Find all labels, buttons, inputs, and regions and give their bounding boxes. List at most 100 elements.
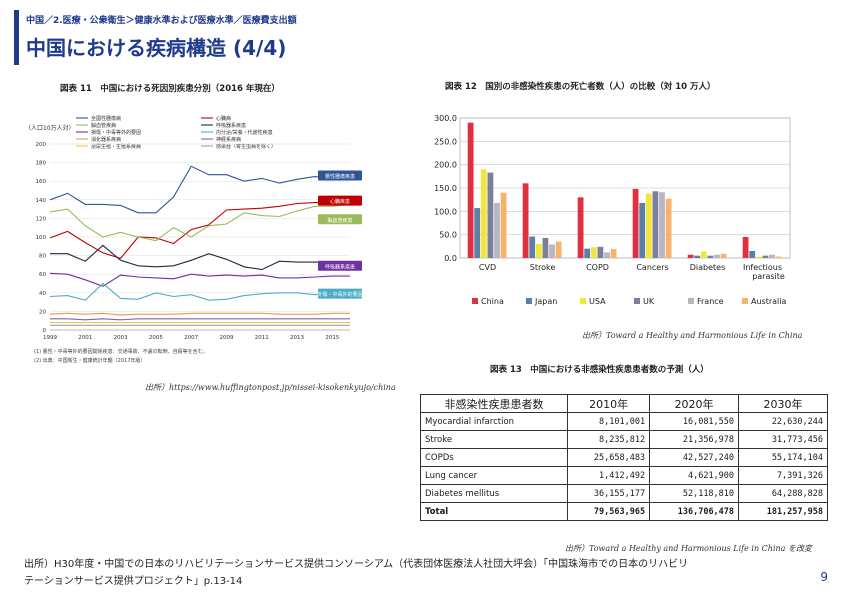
row-value-2030: 7,391,326 (738, 466, 828, 485)
figure11-y-tick-label: 80 (39, 254, 46, 260)
figure12-bar (707, 255, 714, 258)
title-accent-bar (14, 10, 19, 65)
figure12-bar (639, 202, 646, 258)
row-value-2010: 25,658,483 (567, 448, 651, 467)
figure11-legend-label: 神経系疾病 (216, 136, 241, 143)
row-label: Lung cancer (419, 466, 569, 485)
figure11-callout-label: 脳血管疾患 (327, 217, 352, 224)
figure11-callout-label: 呼吸器系疾患 (325, 263, 355, 270)
figure12-legend-swatch (742, 298, 748, 304)
figure12-category-label: COPD (586, 263, 609, 272)
figure12-category-label: Stroke (530, 263, 556, 272)
figure12-bar (632, 188, 639, 258)
figure12-y-tick-label: 50.0 (439, 231, 457, 240)
figure11-x-tick-label: 2011 (255, 335, 269, 341)
figure12-legend-swatch (472, 298, 478, 304)
figure11-callout-box (318, 195, 362, 206)
figure12-y-tick-label: 150.0 (434, 184, 457, 193)
figure11-y-tick-label: 200 (36, 142, 47, 148)
figure12-bars (467, 122, 782, 259)
figure11-series-line (49, 312, 350, 316)
figure12-legend-swatch (580, 298, 586, 304)
figure12-category-label: Cancers (636, 263, 668, 272)
figure12-legend-label: France (697, 297, 724, 306)
figure12-bar (535, 244, 542, 258)
figure12-category-label: Diabetes (690, 263, 726, 272)
figure11-legend-label: 損傷・中毒等外的要因 (91, 129, 141, 136)
row-value-2030: 64,288,828 (738, 484, 828, 503)
figure12-y-tick-label: 250.0 (434, 137, 457, 146)
table-row: Diabetes mellitus 36,155,177 52,118,810 … (419, 484, 828, 503)
figure12-bar (665, 198, 672, 258)
table-total-row: Total 79,563,965 136,706,478 181,257,958 (419, 502, 828, 521)
figure12-bar (604, 252, 610, 258)
figure12-axes: 0.0 50.0 100.0 150.0 200.0 250.0 300.0 CVD Strok… (434, 114, 791, 281)
figure11-series-line (49, 201, 351, 260)
figure12-legend-label: Australia (751, 297, 786, 306)
total-label: Total (419, 502, 569, 521)
figure11-legend-label: 泌尿生殖・生殖系疾病 (91, 143, 141, 150)
total-value-2010: 79,563,965 (567, 502, 651, 521)
figure11-note-2: (2) 出典：中国衛生・健康統計年鑑（2017年版） (34, 357, 145, 364)
figure11-series-line (50, 244, 351, 271)
row-label: COPDs (419, 448, 569, 467)
footer-citation: 出所）H30年度・中国での日本のリハビリテーションサービス提供コンソーシアム（代… (24, 556, 784, 590)
figure11-x-tick-label: 2007 (184, 335, 198, 341)
figure11-x-tick-label: 2015 (325, 335, 339, 341)
row-value-2030: 55,174,104 (738, 448, 828, 467)
figure11-series-line (49, 282, 351, 301)
figure11-series-line (49, 165, 351, 214)
figure12-bar (659, 192, 665, 258)
table-row: Lung cancer 1,412,492 4,621,900 7,391,32… (419, 466, 828, 485)
row-value-2030: 31,773,456 (738, 430, 828, 449)
figure11-source: 出所）https://www.huffingtonpost.jp/nissei-… (145, 383, 396, 392)
figure12-y-tick-label: 100.0 (434, 207, 457, 216)
figure11-callout-label: 外傷・中毒外的要因 (317, 291, 362, 298)
figure11-legend-label: 全國性腫瘍病 (91, 115, 121, 122)
row-value-2010: 36,155,177 (567, 484, 651, 503)
figure12-legend-swatch (634, 298, 640, 304)
figure11-series-line (50, 318, 350, 321)
figure12-bar (714, 254, 720, 258)
figure12-bar (694, 255, 701, 258)
row-value-2020: 21,356,978 (649, 430, 740, 449)
figure12-bar (775, 256, 782, 258)
row-value-2020: 4,621,900 (649, 466, 740, 485)
figure11-y-tick-label: 180 (36, 161, 47, 167)
figure12-legend-label: USA (589, 297, 606, 306)
table-row: Myocardial infarction 8,101,001 16,081,5… (419, 412, 828, 431)
total-value-2020: 136,706,478 (649, 502, 740, 521)
row-label: Myocardial infarction (419, 412, 569, 431)
breadcrumb: 中国／2.医療・公衆衛生＞健康水準および医療水準／医療費支出額 (26, 16, 297, 26)
figure12-bar (584, 248, 591, 258)
figure12-legend-swatch (688, 298, 694, 304)
figure11-legend-label: 呼吸器系疾患 (216, 122, 246, 129)
figure11-series-line (49, 272, 350, 287)
figure11-lines (49, 165, 351, 326)
figure12-bar (555, 241, 562, 258)
figure12-legend-label: UK (643, 297, 655, 306)
figure12-y-tick-label: 200.0 (434, 161, 457, 170)
figure13-source: 出所）Toward a Healthy and Harmonious Life … (565, 544, 812, 553)
figure12-category-label: Infectious (743, 263, 782, 272)
figure12-bar (500, 192, 507, 258)
figure11-y-tick-label: 100 (36, 235, 47, 241)
figure13-title: 図表 13 中国における非感染性疾患患者数の予測（人） (490, 365, 709, 375)
figure12-bar (652, 191, 659, 258)
figure11-callout-label: 悪性腫瘍疾患 (325, 173, 355, 180)
row-value-2020: 16,081,550 (649, 412, 740, 431)
figure11-series-line (49, 203, 351, 242)
figure12-bar (769, 254, 775, 258)
figure12-bar (522, 183, 529, 258)
figure11-y-tick-label: 140 (36, 198, 47, 204)
figure12-category-label: CVD (479, 263, 496, 272)
figure11-x-tick-label: 2013 (290, 335, 304, 341)
row-label: Stroke (419, 430, 569, 449)
figure12-category-label: parasite (752, 272, 785, 281)
figure11-unit-label: （人口10万人対） (25, 124, 75, 132)
figure12-bar (610, 249, 617, 258)
figure11-x-tick-label: 2009 (219, 335, 233, 341)
figure12-y-tick-label: 300.0 (434, 114, 457, 123)
